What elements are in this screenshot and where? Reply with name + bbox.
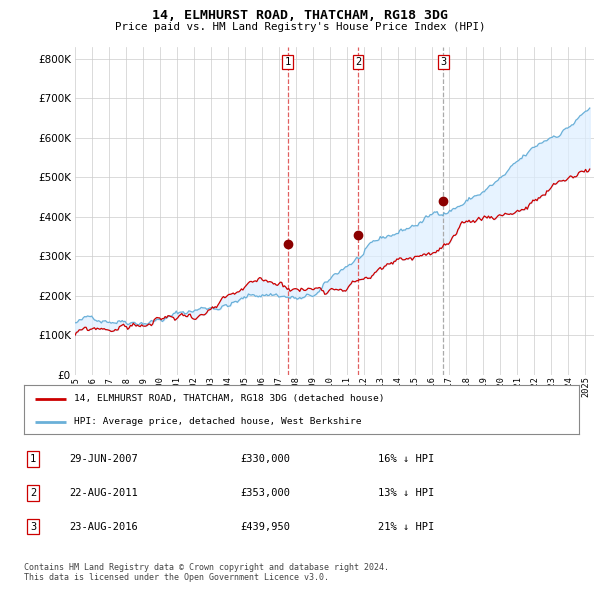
Text: 2: 2 [30, 488, 36, 498]
Text: 21% ↓ HPI: 21% ↓ HPI [378, 522, 434, 532]
Text: 13% ↓ HPI: 13% ↓ HPI [378, 488, 434, 498]
Text: 14, ELMHURST ROAD, THATCHAM, RG18 3DG (detached house): 14, ELMHURST ROAD, THATCHAM, RG18 3DG (d… [74, 394, 385, 404]
Text: 1: 1 [30, 454, 36, 464]
Text: 3: 3 [30, 522, 36, 532]
Text: 14, ELMHURST ROAD, THATCHAM, RG18 3DG: 14, ELMHURST ROAD, THATCHAM, RG18 3DG [152, 9, 448, 22]
Text: £439,950: £439,950 [240, 522, 290, 532]
Text: Price paid vs. HM Land Registry's House Price Index (HPI): Price paid vs. HM Land Registry's House … [115, 22, 485, 32]
Text: HPI: Average price, detached house, West Berkshire: HPI: Average price, detached house, West… [74, 417, 361, 426]
Text: 2: 2 [355, 57, 361, 67]
Text: £353,000: £353,000 [240, 488, 290, 498]
Text: 3: 3 [440, 57, 446, 67]
Text: 1: 1 [284, 57, 290, 67]
Text: £330,000: £330,000 [240, 454, 290, 464]
Text: 22-AUG-2011: 22-AUG-2011 [69, 488, 138, 498]
Text: 23-AUG-2016: 23-AUG-2016 [69, 522, 138, 532]
Text: Contains HM Land Registry data © Crown copyright and database right 2024.
This d: Contains HM Land Registry data © Crown c… [24, 563, 389, 582]
Text: 16% ↓ HPI: 16% ↓ HPI [378, 454, 434, 464]
Text: 29-JUN-2007: 29-JUN-2007 [69, 454, 138, 464]
